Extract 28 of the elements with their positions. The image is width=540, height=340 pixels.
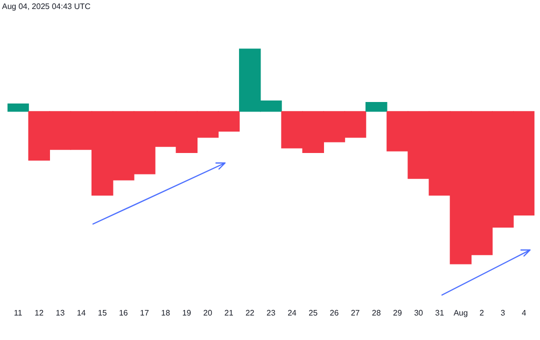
- x-tick-label: 29: [393, 308, 402, 318]
- x-tick-label: 20: [203, 308, 213, 318]
- x-tick-label: 3: [500, 308, 506, 318]
- x-tick-label: 2: [480, 308, 485, 318]
- x-tick-label: 14: [76, 308, 86, 318]
- x-tick-label: 11: [14, 308, 23, 318]
- bar: [366, 102, 388, 112]
- x-tick-label: 30: [414, 308, 424, 318]
- x-tick-label: 4: [522, 308, 527, 318]
- x-tick-label: 19: [182, 308, 192, 318]
- x-tick-label: 12: [34, 308, 44, 318]
- bar: [8, 104, 29, 112]
- x-tick-label: 27: [350, 308, 360, 318]
- x-tick-label: 28: [372, 308, 382, 318]
- text: Aug 04, 2025 04:43 UTC: [2, 2, 91, 11]
- x-tick-label: 16: [118, 308, 128, 318]
- x-tick-label: 13: [56, 308, 66, 318]
- x-tick-label: 22: [245, 308, 255, 318]
- x-tick-label: 26: [330, 308, 340, 318]
- x-tick-label: 23: [266, 308, 276, 318]
- x-tick-label: 17: [140, 308, 150, 318]
- x-tick-label: Aug: [454, 308, 468, 318]
- x-tick-label: 24: [288, 308, 298, 318]
- x-tick-label: 21: [224, 308, 234, 318]
- x-tick-label: 25: [308, 308, 318, 318]
- x-tick-label: 31: [435, 308, 445, 318]
- x-tick-label: 15: [98, 308, 108, 318]
- x-tick-label: 18: [161, 308, 171, 318]
